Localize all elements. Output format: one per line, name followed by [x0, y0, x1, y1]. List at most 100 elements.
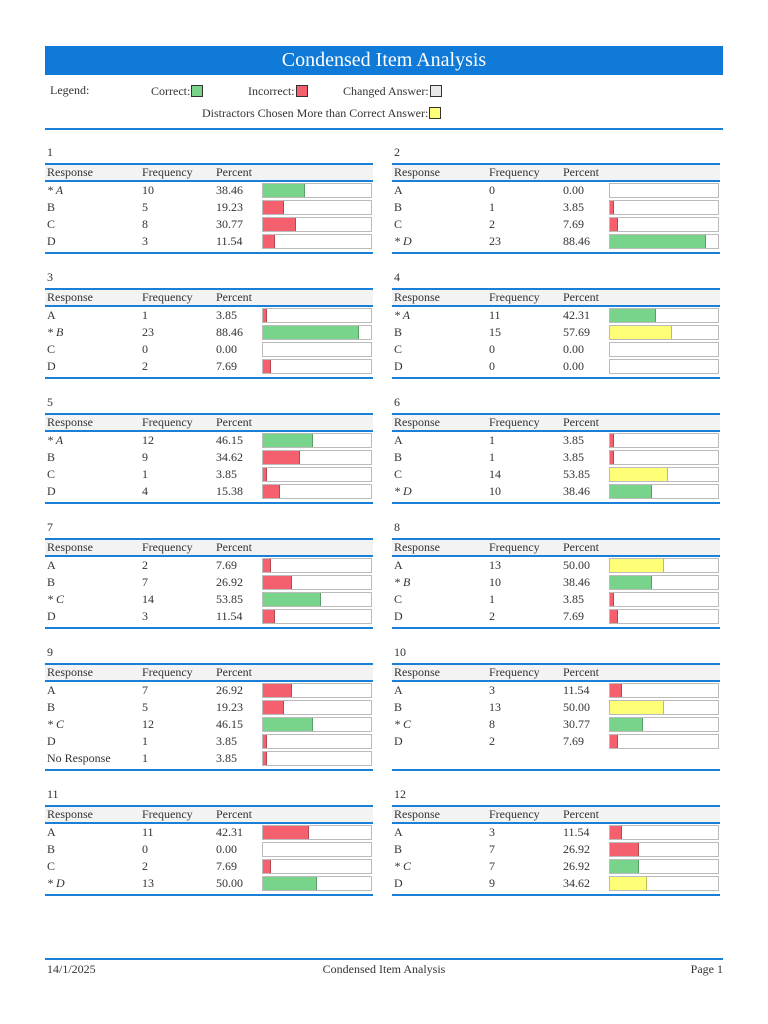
- header-percent: Percent: [216, 807, 252, 821]
- header-frequency: Frequency: [489, 415, 540, 429]
- response: C: [394, 342, 403, 356]
- table-row: D 0 0.00: [392, 358, 720, 375]
- item-number: 5: [47, 395, 53, 409]
- response: A: [47, 825, 56, 839]
- percent-bar-fill: [263, 184, 305, 197]
- header-frequency: Frequency: [142, 165, 193, 179]
- header-frequency: Frequency: [142, 290, 193, 304]
- frequency: 12: [142, 433, 154, 447]
- response: C: [47, 467, 56, 481]
- percent-bar: [262, 859, 372, 874]
- percent: 11.54: [563, 683, 590, 697]
- percent: 3.85: [216, 734, 237, 748]
- frequency: 12: [142, 717, 154, 731]
- percent-bar: [609, 825, 719, 840]
- table-row: * D 23 88.46: [392, 233, 720, 250]
- percent: 46.15: [216, 433, 243, 447]
- percent: 0.00: [563, 342, 584, 356]
- percent: 38.46: [563, 575, 590, 589]
- frequency: 1: [142, 308, 148, 322]
- percent-bar-fill: [610, 718, 644, 731]
- item-number: 11: [47, 787, 59, 801]
- percent-bar-fill: [610, 701, 664, 714]
- footer-page: Page 1: [690, 962, 723, 976]
- frequency: 23: [489, 234, 501, 248]
- header-frequency: Frequency: [489, 665, 540, 679]
- percent-bar-fill: [610, 218, 619, 231]
- table-row: * D 13 50.00: [45, 875, 373, 892]
- frequency: 13: [142, 876, 154, 890]
- block-divider: [392, 767, 720, 771]
- header-percent: Percent: [563, 665, 599, 679]
- table-row: * D 10 38.46: [392, 483, 720, 500]
- response: D: [394, 609, 403, 623]
- table-row: D 4 15.38: [45, 483, 373, 500]
- table-row: D 2 7.69: [392, 733, 720, 750]
- percent-bar-fill: [263, 718, 313, 731]
- block-divider: [392, 892, 720, 896]
- percent: 3.85: [216, 467, 237, 481]
- table-row: A 7 26.92: [45, 682, 373, 699]
- table-row: C 1 3.85: [392, 591, 720, 608]
- table-row: A 0 0.00: [392, 182, 720, 199]
- percent: 26.92: [563, 842, 590, 856]
- table-row: B 13 50.00: [392, 699, 720, 716]
- table-header: Response Frequency Percent: [392, 663, 720, 682]
- percent-bar-fill: [263, 701, 284, 714]
- table-row: * C 12 46.15: [45, 716, 373, 733]
- percent: 7.69: [216, 359, 237, 373]
- table-row: A 1 3.85: [392, 432, 720, 449]
- response: B: [47, 842, 56, 856]
- frequency: 0: [142, 342, 148, 356]
- frequency: 2: [142, 359, 148, 373]
- header-response: Response: [47, 665, 93, 679]
- item-number: 8: [394, 520, 400, 534]
- percent-bar-fill: [610, 235, 706, 248]
- percent: 0.00: [216, 842, 237, 856]
- percent: 15.38: [216, 484, 243, 498]
- percent-bar: [262, 592, 372, 607]
- header-response: Response: [47, 165, 93, 179]
- table-row: A 11 42.31: [45, 824, 373, 841]
- percent: 34.62: [563, 876, 590, 890]
- table-row: D 2 7.69: [45, 358, 373, 375]
- response: * C: [47, 717, 65, 731]
- footer-title: Condensed Item Analysis: [322, 962, 446, 976]
- percent-bar: [609, 234, 719, 249]
- frequency: 10: [489, 575, 501, 589]
- percent: 19.23: [216, 200, 243, 214]
- frequency: 5: [142, 200, 148, 214]
- percent-bar: [609, 308, 719, 323]
- percent-bar: [262, 484, 372, 499]
- item-number: 7: [47, 520, 53, 534]
- frequency: 2: [142, 558, 148, 572]
- item-number: 12: [394, 787, 406, 801]
- percent-bar-fill: [610, 593, 615, 606]
- header-response: Response: [47, 415, 93, 429]
- legend-incorrect-label: Incorrect:: [248, 84, 295, 98]
- response: A: [47, 308, 56, 322]
- percent-bar: [609, 683, 719, 698]
- block-divider: [45, 892, 373, 896]
- block-divider: [392, 375, 720, 379]
- header-frequency: Frequency: [489, 165, 540, 179]
- percent: 0.00: [563, 359, 584, 373]
- percent-bar: [609, 592, 719, 607]
- header-frequency: Frequency: [142, 415, 193, 429]
- frequency: 10: [142, 183, 154, 197]
- table-row: D 2 7.69: [392, 608, 720, 625]
- table-row: B 1 3.85: [392, 199, 720, 216]
- percent-bar-fill: [263, 593, 322, 606]
- report-title: Condensed Item Analysis: [45, 46, 723, 75]
- header-frequency: Frequency: [142, 540, 193, 554]
- percent: 26.92: [216, 575, 243, 589]
- block-divider: [45, 250, 373, 254]
- table-header: Response Frequency Percent: [392, 538, 720, 557]
- response: B: [47, 700, 56, 714]
- percent-bar-fill: [610, 576, 652, 589]
- percent-bar-fill: [610, 843, 640, 856]
- response: * B: [47, 325, 64, 339]
- percent-bar: [609, 859, 719, 874]
- percent-bar-fill: [610, 684, 623, 697]
- table-row: C 0 0.00: [392, 341, 720, 358]
